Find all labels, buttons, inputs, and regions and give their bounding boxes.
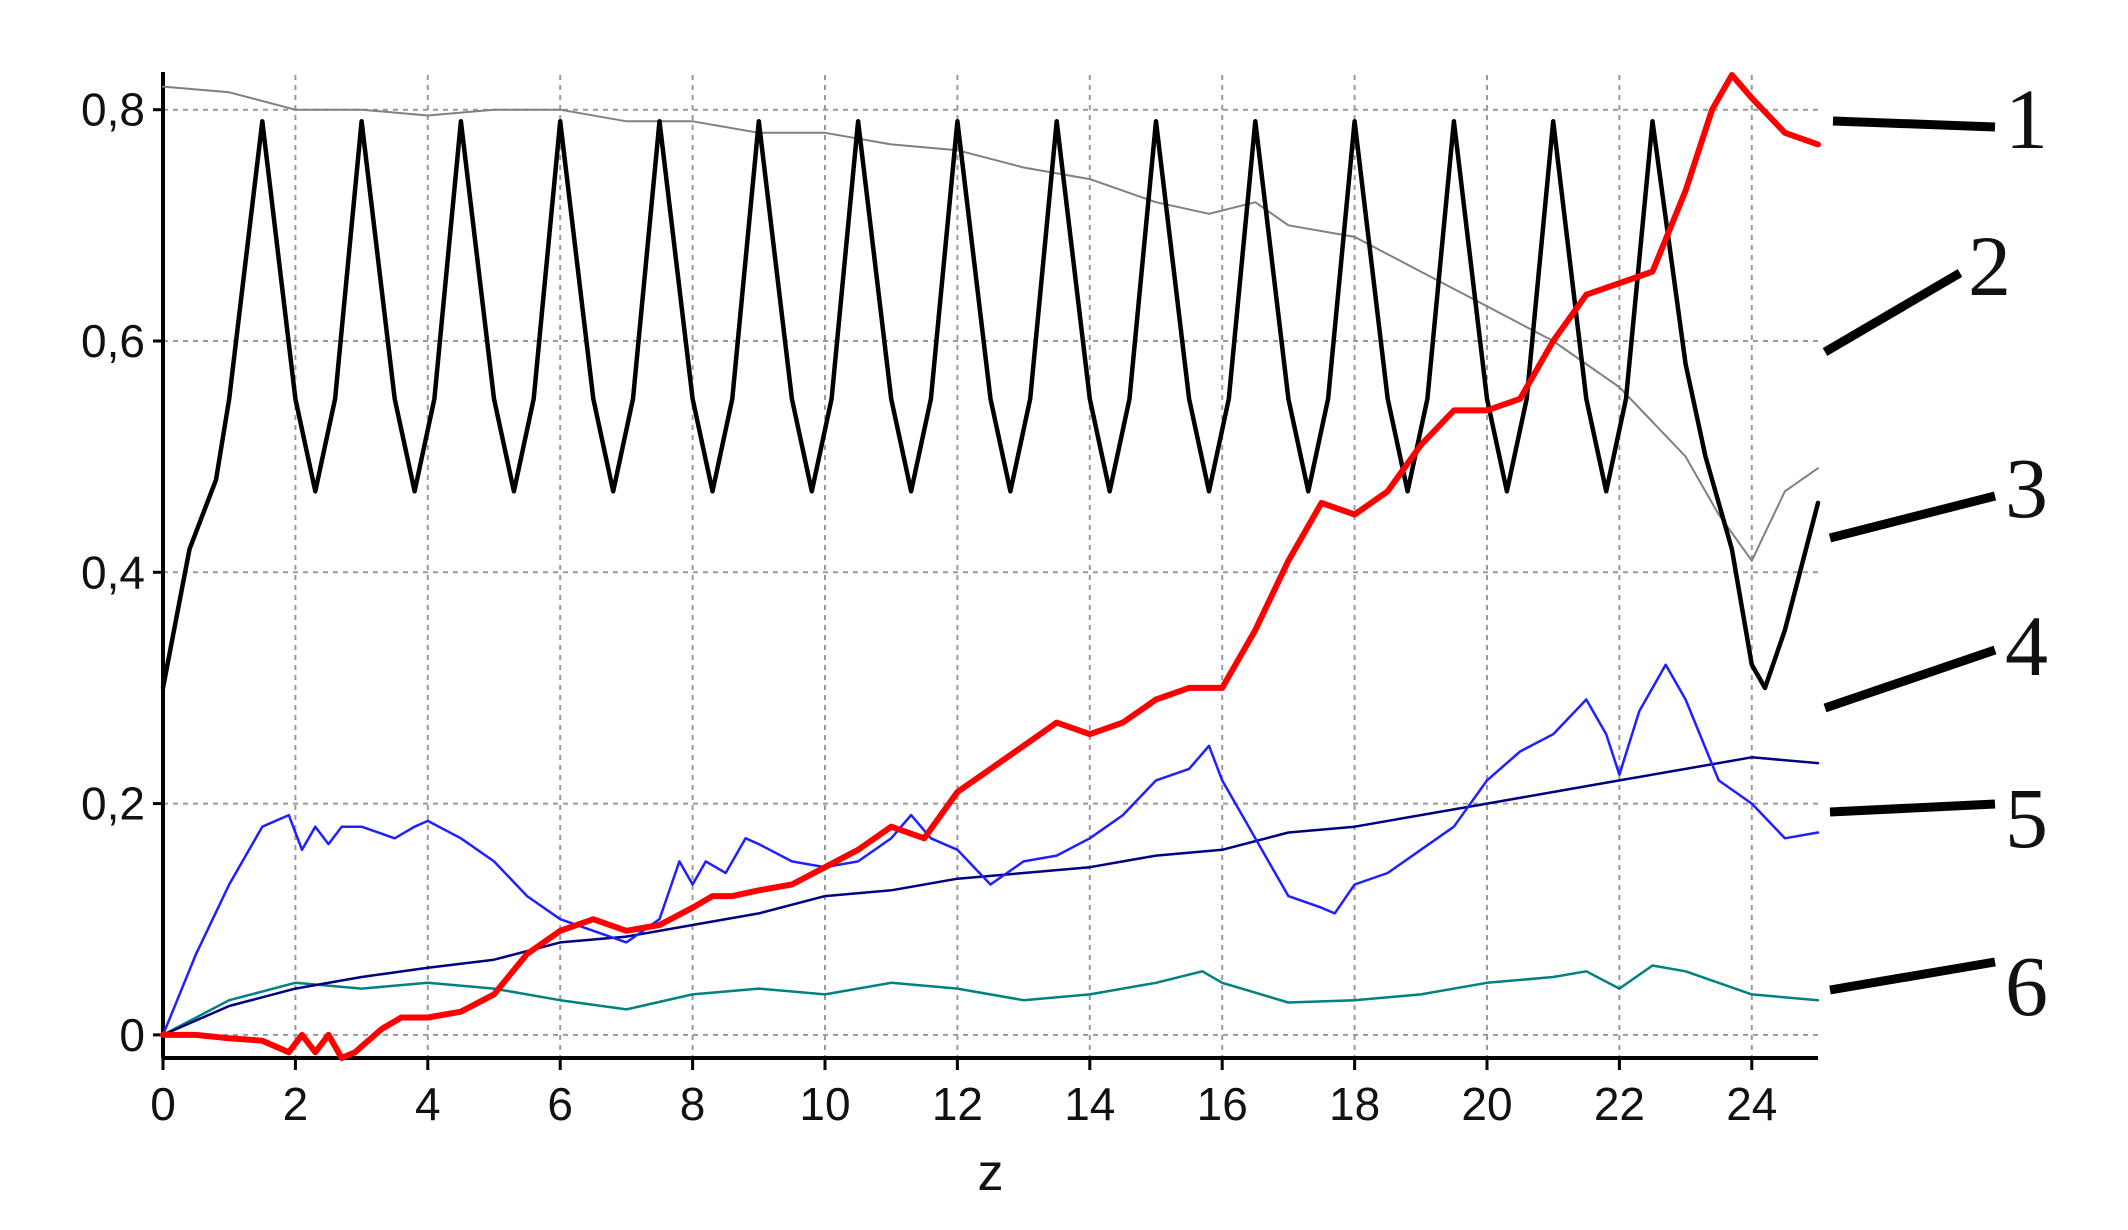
axes (153, 72, 1818, 1070)
curve-label-6: 6 (2005, 938, 2048, 1034)
x-tick-label-2: 4 (415, 1078, 441, 1130)
series-line-5 (161, 756, 1820, 1037)
x-tick-label-3: 6 (547, 1078, 573, 1130)
curve-label-5: 5 (2005, 770, 2048, 866)
leader-line-5 (1829, 799, 1996, 817)
leader-line-2 (1822, 269, 1963, 356)
x-tick-label-8: 16 (1197, 1078, 1248, 1130)
x-tick-label-9: 18 (1329, 1078, 1380, 1130)
y-tick-label-1: 0,2 (81, 778, 145, 830)
leader-line-3 (1828, 491, 1997, 543)
x-tick-label-7: 14 (1064, 1078, 1115, 1130)
x-tick-label-1: 2 (283, 1078, 309, 1130)
x-tick-label-6: 12 (932, 1078, 983, 1130)
x-tick-label-11: 22 (1594, 1078, 1645, 1130)
y-tick-label-4: 0,8 (81, 84, 145, 136)
series-line-3 (160, 119, 1821, 691)
curve-label-3: 3 (2005, 440, 2048, 536)
leader-line-4 (1823, 645, 1997, 713)
leader-line-6 (1829, 957, 1996, 995)
x-tick-label-4: 8 (680, 1078, 706, 1130)
grid (163, 75, 1818, 1058)
curve-label-2: 2 (1968, 218, 2011, 314)
x-axis-title: z (978, 1144, 1004, 1202)
curve-number-labels: 1 2 3 4 5 6 (1822, 71, 2048, 1034)
y-tick-label-3: 0,6 (81, 315, 145, 367)
y-tick-label-2: 0,4 (81, 546, 145, 598)
series-group (160, 72, 1821, 1061)
x-tick-label-10: 20 (1461, 1078, 1512, 1130)
x-tick-label-0: 0 (150, 1078, 176, 1130)
leader-line-1 (1832, 116, 1996, 132)
curve-label-4: 4 (2005, 598, 2048, 694)
curve-label-1: 1 (2005, 71, 2048, 167)
x-tick-label-5: 10 (799, 1078, 850, 1130)
y-tick-label-0: 0 (119, 1009, 145, 1061)
series-line-1 (160, 72, 1821, 1061)
series-line-4 (161, 663, 1820, 1037)
x-tick-label-12: 24 (1726, 1078, 1777, 1130)
series-line-2 (162, 85, 1819, 562)
series-line-6 (161, 964, 1820, 1037)
